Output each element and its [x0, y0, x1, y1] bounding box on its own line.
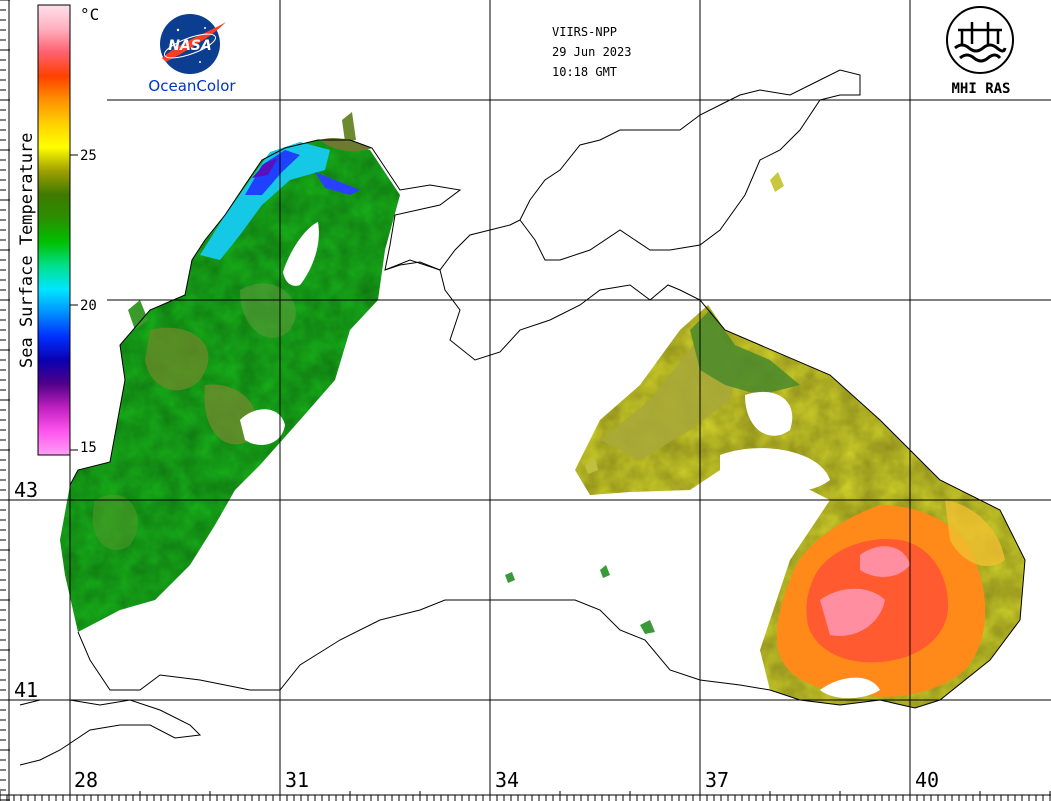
- lat-label-41: 41: [14, 678, 38, 702]
- colorbar-tick-25: 25: [80, 148, 97, 164]
- lon-labels: 28 31 34 37 40: [74, 768, 939, 792]
- acquisition-date: 29 Jun 2023: [552, 45, 631, 59]
- colorbar-unit: °C: [80, 5, 99, 24]
- left-tick-scale: [0, 0, 10, 801]
- lon-label-40: 40: [915, 768, 939, 792]
- colorbar-tick-15: 15: [80, 440, 97, 456]
- nasa-logo: NASA OceanColor: [148, 14, 236, 95]
- colorbar: 25 20 15 °C Sea Surface Temperature: [10, 0, 107, 456]
- bottom-tick-scale: [0, 791, 1051, 801]
- lat-label-43: 43: [14, 478, 38, 502]
- colorbar-gradient: [37, 4, 71, 456]
- nasa-logo-text: NASA: [168, 38, 211, 54]
- sst-field-east: [505, 172, 1025, 708]
- lon-label-34: 34: [495, 768, 519, 792]
- lat-labels: 43 41: [14, 478, 38, 702]
- header-info: VIIRS-NPP 29 Jun 2023 10:18 GMT: [552, 25, 631, 79]
- colorbar-title: Sea Surface Temperature: [17, 133, 37, 368]
- mhi-ras-logo: MHI RAS: [946, 6, 1014, 97]
- sensor-name: VIIRS-NPP: [552, 25, 617, 39]
- oceancolor-caption: OceanColor: [148, 77, 236, 95]
- colorbar-tick-20: 20: [80, 298, 97, 314]
- acquisition-time: 10:18 GMT: [552, 65, 617, 79]
- lon-label-28: 28: [74, 768, 98, 792]
- lon-label-31: 31: [285, 768, 309, 792]
- lon-label-37: 37: [705, 768, 729, 792]
- mhi-emblem-icon: [946, 6, 1014, 74]
- sst-field-west: [60, 112, 400, 632]
- mhi-ras-caption: MHI RAS: [951, 81, 1010, 97]
